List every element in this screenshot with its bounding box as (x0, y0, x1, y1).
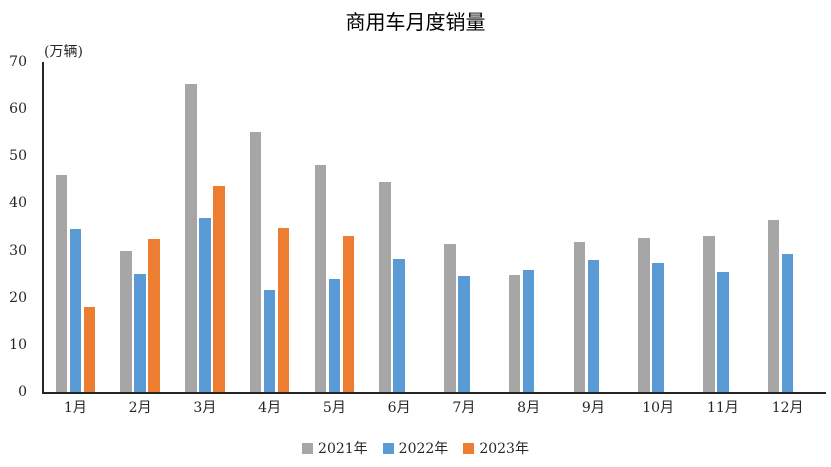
x-tick-label: 1月 (63, 400, 87, 416)
bar-2021年-7月 (444, 244, 456, 392)
bar-2021年-1月 (55, 175, 68, 392)
legend-item-2023年: 2023年 (463, 438, 529, 458)
bar-2021年-12月 (767, 220, 780, 392)
bar-2022年-9月 (587, 260, 600, 392)
legend-swatch-icon (382, 442, 394, 454)
bar-2021年-6月 (379, 181, 391, 392)
bar-2021年-10月 (638, 238, 650, 392)
bar-2022年-7月 (458, 276, 470, 392)
legend-swatch-icon (463, 442, 475, 454)
x-tick-label: 10月 (642, 400, 675, 416)
x-axis-line (42, 392, 826, 394)
bar-2022年-5月 (328, 279, 341, 392)
y-tick-label: 70 (9, 54, 27, 70)
bar-2023年-4月 (277, 227, 290, 392)
chart-title: 商用车月度销量 (345, 10, 486, 34)
y-tick-label: 20 (9, 289, 27, 306)
y-tick-label: 60 (9, 101, 27, 118)
y-axis-line (42, 62, 44, 393)
bar-2023年-5月 (342, 236, 355, 392)
x-tick-label: 5月 (322, 400, 346, 416)
legend: 2021年 2022年 2023年 (0, 438, 831, 458)
bar-2022年-11月 (717, 272, 729, 392)
bar-2022年-10月 (652, 263, 664, 392)
plot-area (43, 62, 820, 392)
bar-2022年-8月 (522, 269, 535, 392)
bar-2021年-9月 (573, 242, 586, 392)
x-tick-label: 4月 (258, 400, 282, 416)
y-tick-label: 40 (9, 195, 27, 212)
bar-2022年-6月 (393, 259, 405, 392)
x-tick-label: 6月 (387, 400, 411, 416)
x-tick-label: 8月 (517, 400, 541, 416)
x-tick-label: 2月 (128, 400, 152, 416)
x-tick-label: 12月 (771, 400, 804, 416)
legend-item-2022年: 2022年 (382, 438, 449, 458)
y-tick-label: 50 (9, 148, 27, 165)
bar-2021年-4月 (249, 132, 262, 392)
x-axis-labels: 1月 2月 3月 4月 5月 6月 7月 8月 9月 10月 11月 12月 (43, 400, 820, 418)
y-axis-unit-label: (万辆) (44, 44, 83, 60)
legend-label: 2021年 (318, 441, 368, 457)
x-tick-label: 11月 (706, 400, 739, 416)
y-tick-label: 0 (18, 384, 27, 400)
legend-swatch-icon (302, 442, 314, 454)
bar-2023年-1月 (83, 307, 96, 392)
bar-2021年-2月 (120, 250, 132, 392)
legend-item-2021年: 2021年 (302, 438, 368, 458)
x-tick-label: 9月 (581, 400, 605, 416)
bar-2023年-2月 (148, 239, 160, 392)
bar-2021年-8月 (508, 274, 521, 392)
bar-2021年-11月 (703, 236, 715, 392)
y-tick-label: 10 (9, 336, 27, 353)
bar-2021年-5月 (314, 164, 327, 392)
bar-2023年-3月 (213, 186, 225, 392)
bar-2022年-3月 (199, 217, 211, 392)
y-axis-labels: 0 10 20 30 40 50 60 70 (0, 54, 27, 400)
x-tick-label: 3月 (193, 400, 217, 416)
bar-2022年-2月 (134, 274, 146, 392)
legend-label: 2022年 (398, 441, 449, 457)
y-tick-label: 30 (9, 242, 27, 259)
bar-2022年-12月 (781, 254, 794, 392)
x-tick-label: 7月 (452, 400, 476, 416)
legend-label: 2023年 (479, 441, 529, 457)
bar-2022年-1月 (69, 229, 82, 392)
bar-2022年-4月 (263, 289, 276, 392)
bar-2021年-3月 (185, 84, 197, 392)
